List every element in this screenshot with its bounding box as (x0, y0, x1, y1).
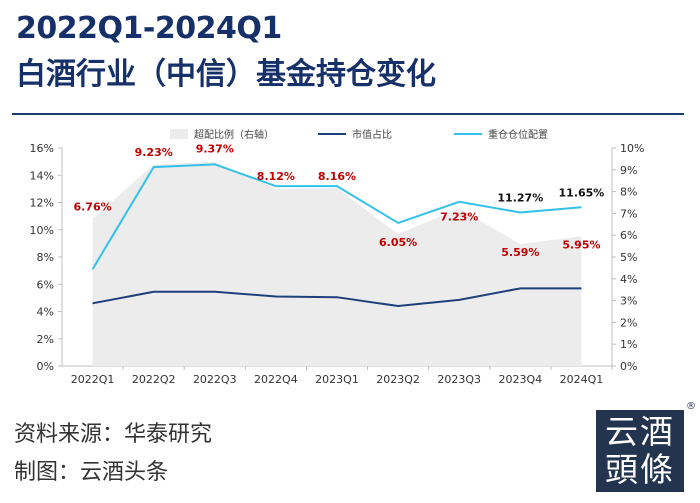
chart-title-line1: 2022Q1-2024Q1 (16, 11, 282, 46)
chart-title-line2: 白酒行业（中信）基金持仓变化 (16, 57, 436, 92)
line-series-heavy-holdings (91, 163, 582, 270)
left-tick-label: 12% (30, 197, 54, 210)
holdings-data-label: 11.27% (497, 191, 543, 204)
overweight-data-label: 9.37% (196, 143, 234, 156)
holdings-data-label: 11.65% (559, 186, 605, 199)
logo-line2: 頭條 (605, 450, 675, 489)
right-tick-label: 8% (620, 186, 637, 199)
title-divider (12, 113, 684, 115)
x-tick-label: 2022Q2 (132, 373, 176, 386)
left-tick-label: 2% (37, 333, 54, 346)
x-tick-label: 2023Q4 (499, 373, 543, 386)
overweight-data-label: 7.23% (440, 210, 478, 223)
x-tick-label: 2023Q1 (315, 373, 359, 386)
line-series-market-cap (92, 287, 582, 308)
right-tick-label: 4% (620, 273, 637, 286)
holdings-chart: 0% 2% 4% 6% 8% 10% 12% 14% 16% 0% 1% 2% 3% 4% 5% 6% 7% 8%… (30, 128, 645, 386)
right-tick-label: 9% (620, 164, 637, 177)
left-tick-label: 6% (37, 278, 54, 291)
right-tick-label: 1% (620, 338, 637, 351)
left-tick-label: 8% (37, 251, 54, 264)
overweight-data-label: 6.05% (379, 236, 417, 249)
right-tick-label: 3% (620, 295, 637, 308)
left-tick-label: 10% (30, 224, 54, 237)
x-tick-label: 2022Q4 (254, 373, 298, 386)
x-tick-label: 2023Q3 (437, 373, 481, 386)
x-tick-label: 2022Q1 (71, 373, 115, 386)
right-tick-label: 2% (620, 316, 637, 329)
legend-swatch-overweight (170, 129, 188, 139)
x-tick-label: 2024Q1 (560, 373, 604, 386)
author-note: 制图：云酒头条 (14, 460, 169, 485)
logo-line1: 云酒 (605, 412, 675, 451)
x-tick-label: 2022Q3 (193, 373, 237, 386)
overweight-data-label: 8.12% (257, 170, 295, 183)
right-tick-label: 6% (620, 229, 637, 242)
legend-label-holdings: 重仓仓位配置 (488, 128, 548, 141)
overweight-data-label: 5.59% (501, 246, 539, 259)
left-tick-label: 4% (37, 306, 54, 319)
left-tick-label: 0% (37, 360, 54, 373)
x-tick-label: 2023Q2 (376, 373, 420, 386)
registered-mark: ® (686, 401, 696, 412)
legend-label-overweight: 超配比例（右轴） (194, 128, 274, 141)
area-series-overweight (92, 161, 582, 366)
left-tick-label: 14% (30, 169, 54, 182)
source-note: 资料来源：华泰研究 (14, 422, 213, 447)
right-tick-label: 7% (620, 207, 637, 220)
overweight-data-label: 9.23% (135, 146, 173, 159)
overweight-data-label: 5.95% (562, 238, 600, 251)
overweight-data-label: 6.76% (73, 201, 111, 214)
right-tick-label: 5% (620, 251, 637, 264)
brand-logo: 云酒 頭條 (596, 410, 684, 492)
right-tick-label: 0% (620, 360, 637, 373)
legend-label-market-cap: 市值占比 (352, 128, 392, 141)
overweight-data-label: 8.16% (318, 170, 356, 183)
right-tick-label: 10% (620, 142, 644, 155)
left-tick-label: 16% (30, 142, 54, 155)
